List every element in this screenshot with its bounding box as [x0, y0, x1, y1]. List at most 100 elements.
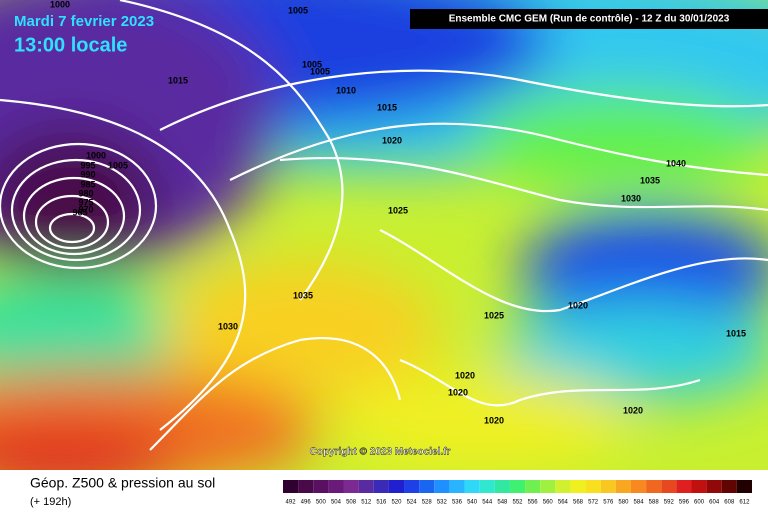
scale-label: 612 — [739, 500, 750, 506]
isobar-label: 1020 — [382, 135, 402, 145]
isobar-label: 1015 — [377, 102, 397, 112]
scale-swatch — [343, 480, 359, 493]
isobar-label: 985 — [80, 179, 95, 189]
scale-label: 584 — [634, 500, 645, 506]
scale-label: 596 — [679, 500, 690, 506]
isobar-label: 1035 — [640, 175, 660, 185]
scale-swatch — [721, 480, 737, 493]
scale-swatch — [404, 480, 420, 493]
scale-swatch — [615, 480, 631, 493]
isobar-label: 1015 — [168, 75, 188, 85]
model-info: Ensemble CMC GEM (Run de contrôle) - 12 … — [449, 14, 730, 25]
isobar-label: 1005 — [108, 160, 128, 170]
scale-swatch — [358, 480, 374, 493]
isobar-label: 1020 — [623, 405, 643, 415]
isobar-label: 1025 — [484, 310, 504, 320]
scale-label: 600 — [694, 500, 705, 506]
scale-label: 516 — [376, 500, 387, 506]
scale-swatch — [600, 480, 616, 493]
isobar-label: 1005 — [288, 5, 308, 15]
isobar — [149, 337, 402, 451]
height-field: 1000100510051005101510101015102010001005… — [0, 0, 768, 470]
scale-swatch — [388, 480, 405, 493]
isobar-label: 1020 — [568, 300, 588, 310]
scale-swatch — [736, 480, 752, 493]
isobars — [0, 0, 768, 451]
scale-swatch — [449, 480, 465, 493]
scale-label: 564 — [558, 500, 569, 506]
isobar-label: 965 — [72, 207, 87, 217]
footer-subtitle: (+ 192h) — [30, 496, 71, 508]
isobar-label: 1010 — [336, 85, 356, 95]
color-scale: 492 496 500 504 508 512 516 520 524 528 532 536 540 5… — [283, 480, 752, 506]
scale-label: 556 — [528, 500, 539, 506]
isobar — [48, 212, 96, 244]
scale-label: 572 — [588, 500, 599, 506]
scale-swatch — [555, 480, 571, 493]
scale-label: 604 — [709, 500, 720, 506]
isobar-label: 1030 — [621, 193, 641, 203]
isobar — [379, 229, 768, 313]
isobar — [399, 358, 701, 407]
isobar-label: 1000 — [86, 150, 106, 160]
isobar-label: 990 — [80, 169, 95, 179]
scale-label: 500 — [316, 500, 327, 506]
scale-swatch — [283, 480, 299, 493]
isobar — [119, 0, 344, 301]
isobar-labels: 1000100510051005101510101015102010001005… — [50, 0, 746, 425]
scale-label: 608 — [724, 500, 735, 506]
time-title: 13:00 locale — [14, 34, 127, 56]
scale-swatch — [313, 480, 329, 493]
scale-swatch — [630, 480, 647, 493]
scale-swatch — [479, 480, 495, 493]
scale-label: 536 — [452, 500, 463, 506]
scale-label: 580 — [618, 500, 629, 506]
isobar-label: 980 — [78, 188, 93, 198]
isobar — [34, 194, 110, 250]
isobar-label: 1030 — [218, 321, 238, 331]
scale-label: 540 — [467, 500, 478, 506]
isobar — [229, 122, 768, 181]
scale-swatch — [464, 480, 480, 493]
scale-swatch — [494, 480, 510, 493]
scale-swatch — [646, 480, 662, 493]
scale-label: 512 — [361, 500, 372, 506]
scale-swatch — [419, 480, 435, 493]
copyright: Copyright © 2023 Meteociel.fr — [310, 447, 451, 458]
scale-swatch — [373, 480, 389, 493]
scale-label: 520 — [391, 500, 402, 506]
scale-label: 524 — [407, 500, 418, 506]
isobar-label: 970 — [78, 204, 93, 214]
isobar-label: 1005 — [302, 59, 322, 69]
scale-label: 528 — [422, 500, 433, 506]
scale-swatch — [328, 480, 344, 493]
isobar-label: 995 — [80, 160, 95, 170]
isobar-label: 975 — [78, 197, 93, 207]
scale-swatch — [570, 480, 586, 493]
scale-label: 588 — [649, 500, 660, 506]
scale-swatch — [585, 480, 601, 493]
scale-swatch — [509, 480, 526, 493]
scale-swatch — [706, 480, 722, 493]
scale-swatch — [298, 480, 314, 493]
scale-label: 560 — [543, 500, 554, 506]
isobar — [159, 69, 768, 131]
date-title: Mardi 7 fevrier 2023 — [14, 13, 154, 30]
scale-label: 504 — [331, 500, 342, 506]
isobar-label: 1000 — [50, 0, 70, 9]
isobar — [0, 142, 158, 270]
scale-swatch — [676, 480, 692, 493]
scale-label: 592 — [664, 500, 675, 506]
scale-swatch — [661, 480, 677, 493]
footer-title: Géop. Z500 & pression au sol — [30, 475, 215, 491]
scale-label: 508 — [346, 500, 357, 506]
isobar — [22, 176, 126, 256]
isobar — [0, 98, 247, 431]
scale-label: 568 — [573, 500, 584, 506]
scale-label: 576 — [603, 500, 614, 506]
isobar-label: 1020 — [455, 370, 475, 380]
scale-label: 496 — [301, 500, 312, 506]
isobar — [279, 156, 768, 212]
